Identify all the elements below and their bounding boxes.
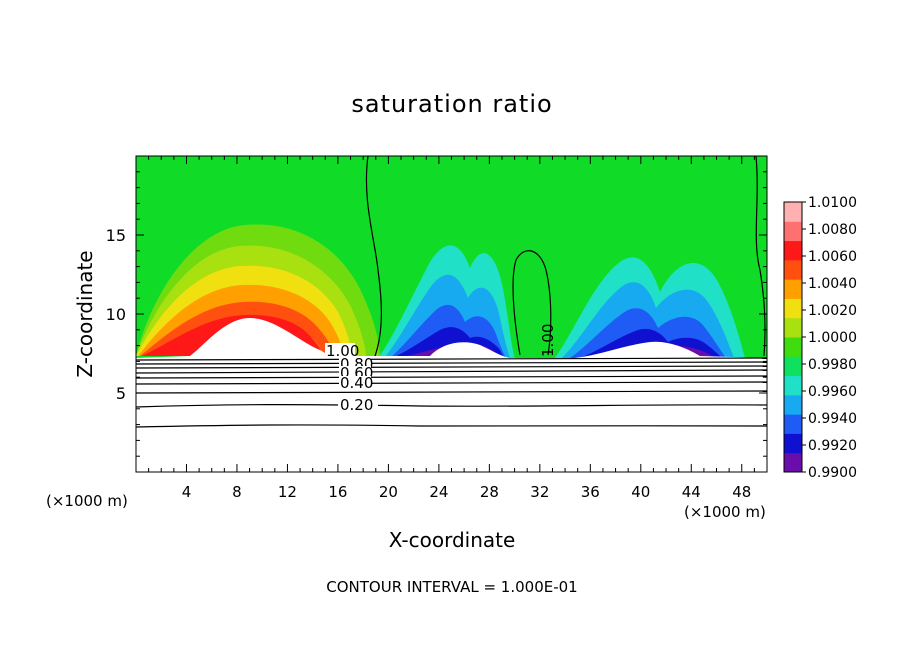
x-tick-label: 8 xyxy=(232,483,242,501)
contour-interval-note: CONTOUR INTERVAL = 1.000E-01 xyxy=(326,578,577,596)
colorbar-segment xyxy=(784,298,802,319)
plot-area: 1.00 0.80 0.60 0.40 0.20 1.00 xyxy=(136,156,767,472)
colorbar-segment xyxy=(784,240,802,261)
colorbar-segment xyxy=(784,356,802,377)
colorbar-label: 1.0040 xyxy=(808,276,857,292)
colorbar-label: 0.9900 xyxy=(808,465,857,481)
contour-label: 1.00 xyxy=(539,324,557,357)
x-tick-label: 48 xyxy=(732,483,751,501)
colorbar-segment xyxy=(784,279,802,299)
colorbar-segment xyxy=(784,221,802,242)
colorbar-label: 0.9920 xyxy=(808,438,857,454)
colorbar-label: 1.0000 xyxy=(808,330,857,346)
colorbar-segment xyxy=(784,202,802,222)
colorbar: 0.9900 0.9920 0.9940 0.9960 0.9980 1.0000 1.00… xyxy=(783,195,857,481)
contour-lines xyxy=(136,156,767,428)
x-tick-label: 4 xyxy=(182,483,192,501)
contour-label: 0.40 xyxy=(340,374,373,392)
colorbar-segment xyxy=(784,375,802,396)
x-axis: 4 8 12 16 20 24 28 32 36 40 44 48 xyxy=(148,156,755,501)
x-tick-label: 32 xyxy=(530,483,549,501)
x-tick-label: 20 xyxy=(379,483,398,501)
y-tick-label: 15 xyxy=(106,226,126,245)
x-tick-label: 44 xyxy=(682,483,701,501)
colorbar-label: 1.0080 xyxy=(808,222,857,238)
x-unit-right: (×1000 m) xyxy=(684,503,766,521)
x-axis-label: X-coordinate xyxy=(389,528,516,552)
terrain-mask xyxy=(136,318,767,472)
colorbar-segment xyxy=(784,317,802,338)
colorbar-label: 0.9980 xyxy=(808,357,857,373)
supersaturation-plume xyxy=(136,224,380,356)
y-axis: 5 10 15 xyxy=(106,171,767,457)
colorbar-label: 1.0020 xyxy=(808,303,857,319)
colorbar-segment xyxy=(784,414,802,434)
contour-labels: 1.00 0.80 0.60 0.40 0.20 1.00 xyxy=(325,324,557,414)
contour-label: 0.20 xyxy=(340,396,373,414)
colorbar-segment xyxy=(784,394,802,415)
colorbar-label: 1.0060 xyxy=(808,249,857,265)
colorbar-label: 1.0100 xyxy=(808,195,857,211)
x-tick-label: 28 xyxy=(480,483,499,501)
colorbar-segment xyxy=(784,337,802,357)
x-unit-left: (×1000 m) xyxy=(46,492,128,510)
x-tick-label: 36 xyxy=(581,483,600,501)
y-tick-label: 5 xyxy=(116,384,126,403)
y-tick-label: 10 xyxy=(106,305,126,324)
x-tick-label: 16 xyxy=(328,483,347,501)
x-tick-label: 24 xyxy=(429,483,448,501)
chart-title: saturation ratio xyxy=(351,90,552,118)
colorbar-segment xyxy=(784,452,802,473)
colorbar-segment xyxy=(784,259,802,280)
contour-label: 1.00 xyxy=(326,342,359,360)
x-tick-label: 12 xyxy=(278,483,297,501)
x-tick-label: 40 xyxy=(631,483,650,501)
colorbar-label: 0.9960 xyxy=(808,384,857,400)
colorbar-segment xyxy=(784,433,802,454)
colorbar-label: 0.9940 xyxy=(808,411,857,427)
y-axis-label: Z-coordinate xyxy=(73,250,97,377)
